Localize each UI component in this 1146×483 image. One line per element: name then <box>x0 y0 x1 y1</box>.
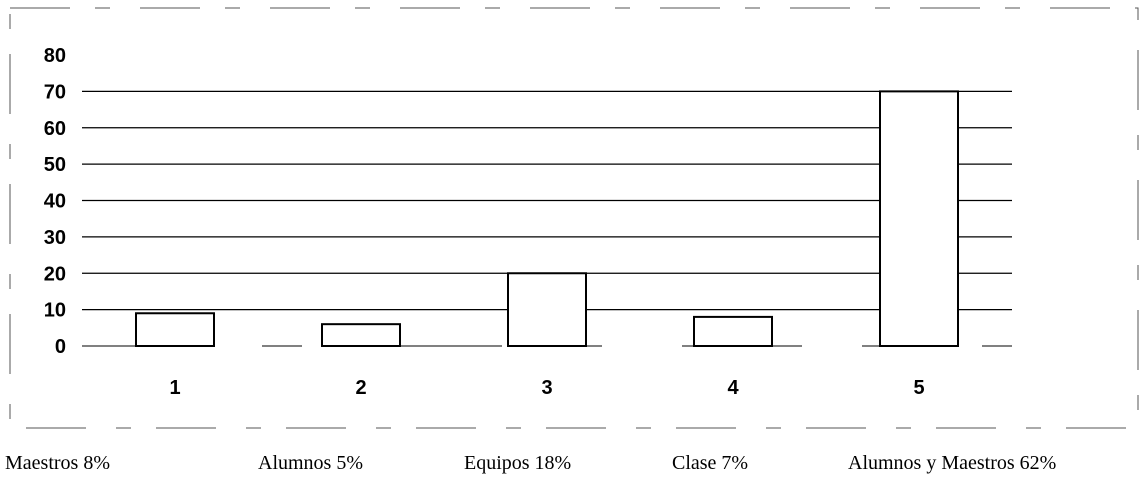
y-tick-label: 50 <box>44 154 66 176</box>
y-tick-label: 0 <box>55 336 66 358</box>
caption-alumnos: Alumnos 5% <box>258 452 363 474</box>
bar-3 <box>507 272 587 347</box>
y-tick-label: 80 <box>44 45 66 67</box>
y-tick-label: 30 <box>44 227 66 249</box>
y-axis: 0 10 20 30 40 50 60 70 80 <box>44 45 1012 358</box>
y-tick-label: 40 <box>44 191 66 213</box>
caption-clase: Clase 7% <box>672 452 749 474</box>
chart-frame <box>9 7 1139 429</box>
x-tick-label-4: 4 <box>727 377 739 399</box>
caption-alumnos-y-maestros: Alumnos y Maestros 62% <box>848 452 1057 474</box>
x-axis-labels: 1 2 3 4 5 <box>169 377 924 399</box>
caption-row: Maestros 8% Alumnos 5% Equipos 18% Clase… <box>0 452 1146 480</box>
bar-5 <box>879 90 959 347</box>
x-tick-label-3: 3 <box>541 377 552 399</box>
y-tick-label: 70 <box>44 81 66 103</box>
x-tick-label-1: 1 <box>169 377 180 399</box>
caption-maestros: Maestros 8% <box>5 452 110 474</box>
bar-1 <box>135 312 215 348</box>
x-tick-label-2: 2 <box>355 377 366 399</box>
bar-2 <box>321 323 401 347</box>
x-tick-label-5: 5 <box>913 377 924 399</box>
chart-svg: 0 10 20 30 40 50 60 70 80 1 2 3 4 5 <box>9 7 1139 429</box>
y-tick-label: 60 <box>44 118 66 140</box>
bars <box>135 90 959 348</box>
y-tick-label: 10 <box>44 300 66 322</box>
bar-chart: 0 10 20 30 40 50 60 70 80 1 2 3 4 5 <box>9 7 1139 429</box>
bar-4 <box>693 315 773 347</box>
grid-lines <box>82 90 1012 311</box>
caption-equipos: Equipos 18% <box>464 452 572 474</box>
y-tick-label: 20 <box>44 263 66 285</box>
